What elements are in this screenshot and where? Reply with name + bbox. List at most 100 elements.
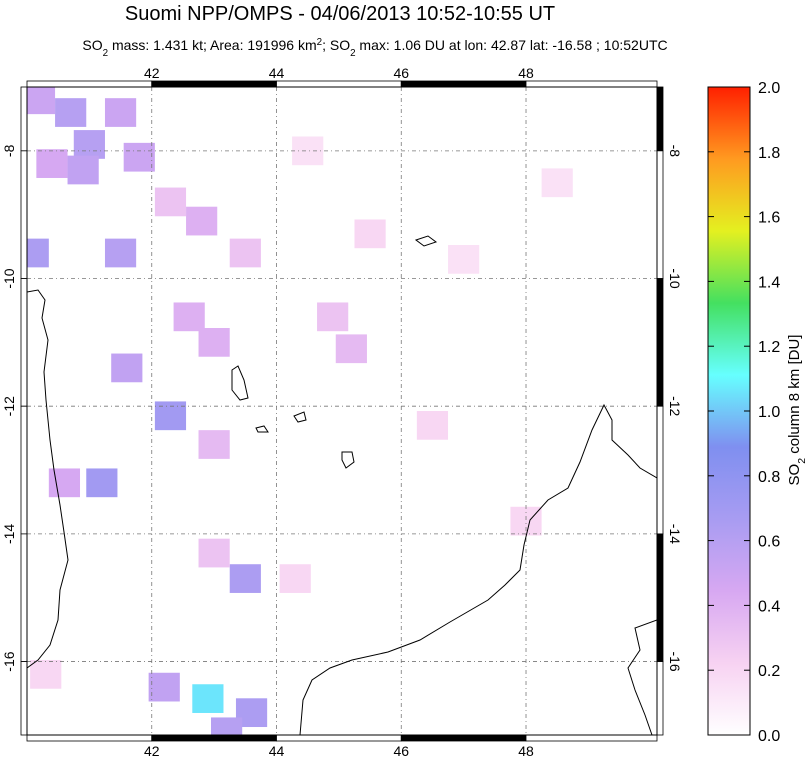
frame-bar — [20, 86, 28, 152]
island — [414, 235, 438, 247]
text-part: 2 — [103, 48, 108, 59]
text-part: 2 — [350, 48, 355, 59]
so2-cell — [448, 245, 480, 274]
map-frame — [20, 80, 664, 742]
x-tick-label: 42 — [144, 65, 160, 81]
frame-bar — [20, 278, 28, 407]
so2-cell — [354, 219, 386, 249]
colorbar-tick-label: 1.8 — [758, 145, 780, 162]
frame-bar — [525, 734, 658, 742]
so2-cell — [186, 206, 218, 236]
y-tick-label: -14 — [1, 524, 17, 544]
so2-cell — [229, 564, 261, 593]
coastline — [627, 619, 657, 735]
text-part: max: 1.06 DU at lon: 42.87 lat: -16.58 ;… — [356, 37, 668, 53]
frame-bar — [656, 533, 664, 662]
y-tick-label: -10 — [1, 268, 17, 288]
so2-cell — [541, 168, 573, 198]
colorbar-tick-label: 0.6 — [758, 534, 780, 551]
island — [255, 425, 269, 433]
text-part: ; SO — [322, 37, 350, 53]
so2-cell — [198, 328, 230, 357]
so2-cell — [198, 430, 230, 459]
x-tick-label: 44 — [269, 743, 285, 759]
colorbar-tick-label: 0.2 — [758, 663, 780, 680]
island — [341, 451, 355, 469]
text-part: SO — [786, 464, 803, 486]
text-part: column 8 km [DU] — [786, 335, 803, 458]
so2-cell — [73, 130, 105, 159]
frame-bar — [656, 150, 664, 279]
coastline — [27, 289, 69, 669]
frame-bar — [400, 734, 527, 742]
coastline — [299, 403, 657, 735]
colorbar-tick-label: 0.8 — [758, 469, 780, 486]
y-tick-label: -12 — [1, 396, 17, 416]
so2-cell — [211, 717, 243, 735]
so2-cell — [510, 506, 542, 536]
frame-bar — [26, 80, 153, 88]
text-part: SO — [82, 37, 102, 53]
frame-bar — [20, 661, 28, 736]
colorbar-tick-label: 0.4 — [758, 598, 780, 615]
x-tick-label: 42 — [144, 743, 160, 759]
so2-cell — [104, 98, 137, 127]
coastlines — [27, 235, 657, 735]
colorbar-label: SO2 column 8 km [DU] — [786, 335, 807, 486]
frame-bar — [400, 80, 527, 88]
so2-cell — [154, 187, 187, 217]
so2-cell — [86, 468, 118, 498]
colorbar-tick-label: 0.0 — [758, 728, 780, 745]
so2-cell — [198, 538, 230, 568]
so2-cell — [279, 564, 311, 593]
so2-cell — [67, 155, 99, 185]
so2-cell — [317, 302, 349, 332]
so2-cell — [154, 401, 187, 431]
so2-cell — [55, 98, 87, 127]
so2-cell — [27, 238, 49, 268]
so2-cell — [229, 238, 261, 268]
so2-cell — [292, 136, 324, 166]
island — [231, 365, 249, 401]
y-tick-label: -16 — [667, 651, 683, 671]
y-tick-label: -14 — [667, 524, 683, 544]
y-tick-label: -12 — [667, 396, 683, 416]
colorbar: 0.0 0.2 0.4 0.6 0.8 1.0 1.2 1.4 1.6 1.8 2.0 SO2 col… — [707, 80, 807, 745]
frame-bar — [20, 405, 28, 535]
frame-bar — [656, 661, 664, 736]
colorbar-tick-label: 2.0 — [758, 80, 780, 97]
x-tick-label: 48 — [518, 743, 534, 759]
so2-cell — [104, 238, 137, 268]
colorbar-tick-label: 1.0 — [758, 404, 780, 421]
frame-bar — [656, 405, 664, 535]
so2-cell — [48, 468, 81, 498]
frame-bar — [151, 80, 277, 88]
text-part: 2 — [317, 37, 322, 48]
so2-cell — [30, 659, 62, 689]
frame-bar — [276, 80, 402, 88]
x-tick-label: 46 — [393, 743, 409, 759]
so2-cell — [335, 334, 367, 364]
frame-bar — [151, 734, 277, 742]
y-tick-label: -8 — [1, 144, 17, 157]
text-part: 2 — [796, 458, 807, 464]
text-part: mass: 1.431 kt; Area: 191996 km — [108, 37, 317, 53]
so2-cell — [192, 684, 224, 713]
frame-bar — [525, 80, 658, 88]
frame-bar — [20, 150, 28, 279]
map-border — [26, 86, 658, 736]
colorbar-tick-label: 1.2 — [758, 339, 780, 356]
chart-title: Suomi NPP/OMPS - 04/06/2013 10:52-10:55 … — [125, 3, 555, 25]
y-tick-label: -10 — [667, 268, 683, 288]
frame-bar — [26, 734, 153, 742]
grid — [27, 87, 657, 735]
so2-cell — [123, 142, 155, 172]
y-tick-label: -16 — [1, 651, 17, 671]
so2-cell — [111, 353, 143, 383]
so2-cell — [36, 149, 68, 178]
y-tick-label: -8 — [667, 145, 683, 158]
subtitle: SO2 mass: 1.431 kt; Area: 191996 km2; SO… — [82, 37, 667, 59]
so2-cell — [416, 411, 449, 440]
so2-cell — [173, 302, 205, 332]
